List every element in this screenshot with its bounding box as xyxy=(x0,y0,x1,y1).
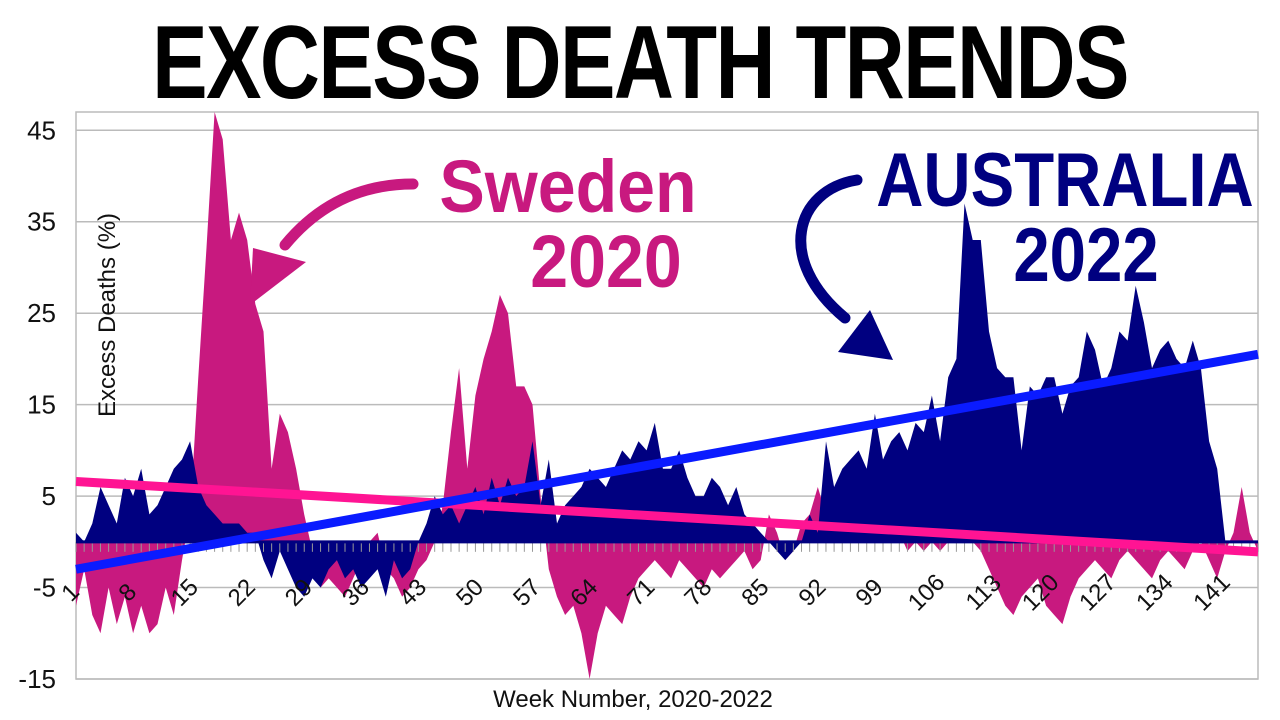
x-tick-label: 57 xyxy=(508,574,546,612)
y-tick-label: 25 xyxy=(27,298,56,328)
australia-annotation-year: 2022 xyxy=(1013,213,1158,298)
x-tick-label: 106 xyxy=(903,569,950,616)
x-tick-label: 22 xyxy=(223,574,261,612)
x-tick-label: 92 xyxy=(794,574,832,612)
trend-lines xyxy=(75,349,1259,574)
x-tick-label: 85 xyxy=(736,574,774,612)
x-tick-label: 134 xyxy=(1131,569,1178,616)
page-title: EXCESS DEATH TRENDS xyxy=(152,5,1129,121)
y-tick-label: 5 xyxy=(42,481,56,511)
x-tick-label: 99 xyxy=(851,574,889,612)
australia-annotation-name: AUSTRALIA xyxy=(876,138,1254,223)
x-axis-label: Week Number, 2020-2022 xyxy=(493,686,773,713)
x-tick-label: 78 xyxy=(679,574,717,612)
area-australia xyxy=(76,203,1226,597)
y-tick-label: 15 xyxy=(27,390,56,420)
sweden-arrow-head xyxy=(250,248,306,305)
australia-arrow-head xyxy=(838,310,893,360)
grid-lines xyxy=(75,111,1259,680)
australia-arrow xyxy=(795,174,863,324)
x-tick-label: 50 xyxy=(451,574,489,612)
trend-line-sweden-trend xyxy=(75,476,1259,557)
sweden-annotation: Sweden 2020 xyxy=(250,146,697,305)
y-tick-label: 35 xyxy=(27,207,56,237)
y-tick-label: 45 xyxy=(27,115,56,145)
sweden-annotation-name: Sweden xyxy=(439,146,696,228)
x-tick-label: 29 xyxy=(280,574,318,612)
x-tick-label: 141 xyxy=(1188,569,1235,616)
plot-frame xyxy=(75,111,1259,680)
x-tick-label: 127 xyxy=(1074,569,1121,616)
sweden-annotation-year: 2020 xyxy=(530,221,681,303)
sweden-arrow xyxy=(279,178,419,251)
y-tick-label: -15 xyxy=(18,664,56,694)
australia-annotation: AUSTRALIA 2022 xyxy=(795,138,1254,360)
y-axis-label: Excess Deaths (%) xyxy=(94,213,121,417)
trend-line-australia-trend xyxy=(75,349,1259,574)
y-tick-label: -5 xyxy=(33,573,56,603)
